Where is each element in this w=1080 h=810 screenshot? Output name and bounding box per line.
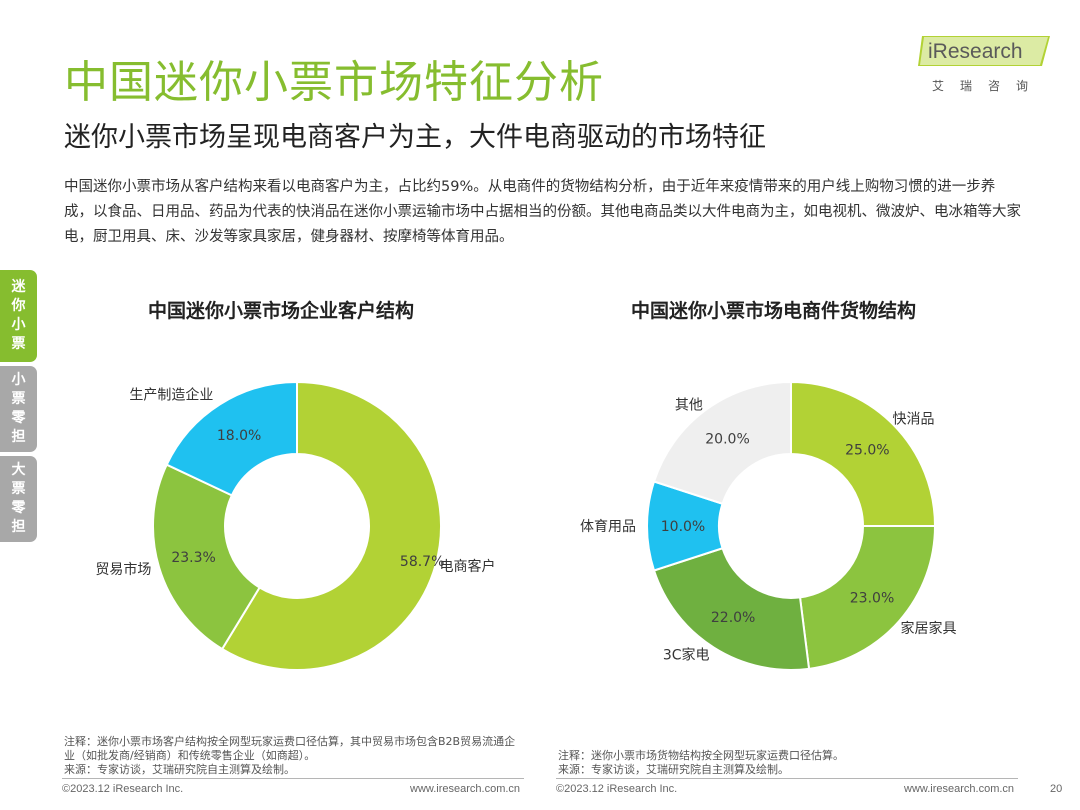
slice-category-label: 体育用品 [580,519,636,535]
page-subtitle: 迷你小票市场呈现电商客户为主，大件电商驱动的市场特征 [64,122,766,153]
slice-value-label: 23.3% [171,550,215,566]
note-left-source: 来源：专家访谈，艾瑞研究院自主测算及绘制。 [64,763,295,776]
footer-divider-right [556,778,1018,779]
slice-value-label: 10.0% [661,519,705,535]
footer-copyright-right: ©2023.12 iResearch Inc. [556,783,678,795]
slice-category-label: 家居家具 [901,620,957,637]
donut-slice-3 [652,546,811,671]
logo-wordmark: iResearch [928,40,1023,63]
side-tab-small-ltl[interactable]: 小票零担 [0,366,37,452]
slice-category-label: 3C家电 [663,646,710,663]
slice-value-label: 20.0% [705,432,749,448]
slice-category-label: 快消品 [892,412,934,428]
note-right-text: 注释：迷你小票市场货物结构按全网型玩家运费口径估算。 [558,749,844,762]
slice-value-label: 25.0% [845,443,889,459]
note-right-source: 来源：专家访谈，艾瑞研究院自主测算及绘制。 [558,763,789,776]
side-tab-mini-ticket[interactable]: 迷你小票 [0,270,37,362]
note-right: 注释：迷你小票市场货物结构按全网型玩家运费口径估算。 来源：专家访谈，艾瑞研究院… [558,749,1018,777]
footer-website-left[interactable]: www.iresearch.com.cn [410,783,521,795]
side-tab-large-ltl[interactable]: 大票零担 [0,456,37,542]
donut-slice-2 [152,463,261,651]
chart-customer-structure-title: 中国迷你小票市场企业客户结构 [148,300,415,322]
logo-badge-shape [918,36,1050,66]
slice-category-label: 电商客户 [440,558,496,575]
note-left-text: 注释：迷你小票市场客户结构按全网型玩家运费口径估算，其中贸易市场包含B2B贸易流… [64,735,516,762]
side-tab-strip: 迷你小票 小票零担 大票零担 [0,270,37,546]
summary-paragraph: 中国迷你小票市场从客户结构来看以电商客户为主，占比约59%。从电商件的货物结构分… [64,179,1021,245]
slice-value-label: 22.0% [711,610,755,626]
page-number: 20 [1050,783,1063,795]
donut-slice-5 [652,380,792,506]
note-left: 注释：迷你小票市场客户结构按全网型玩家运费口径估算，其中贸易市场包含B2B贸易流… [64,735,524,777]
donut-slice-1 [220,380,442,671]
donut-slice-3 [165,380,298,497]
footer-copyright-left: ©2023.12 iResearch Inc. [62,783,184,795]
donut-slice-2 [798,525,937,670]
slice-category-label: 生产制造企业 [129,386,213,403]
slice-category-label: 贸易市场 [95,561,151,578]
footer-website-right[interactable]: www.iresearch.com.cn [904,783,1015,795]
slice-category-label: 其他 [675,398,703,414]
iresearch-logo: iResearch 艾瑞咨询 [918,34,1052,96]
slice-value-label: 58.7% [400,554,444,570]
slice-value-label: 18.0% [217,428,261,444]
logo-chinese-name: 艾瑞咨询 [932,79,1045,93]
chart-goods-structure-title: 中国迷你小票市场电商件货物结构 [631,300,917,322]
footer-divider-left [62,778,524,779]
slice-value-label: 23.0% [850,590,894,606]
donut-slice-1 [790,380,937,527]
page-title: 中国迷你小票市场特征分析 [64,57,604,108]
